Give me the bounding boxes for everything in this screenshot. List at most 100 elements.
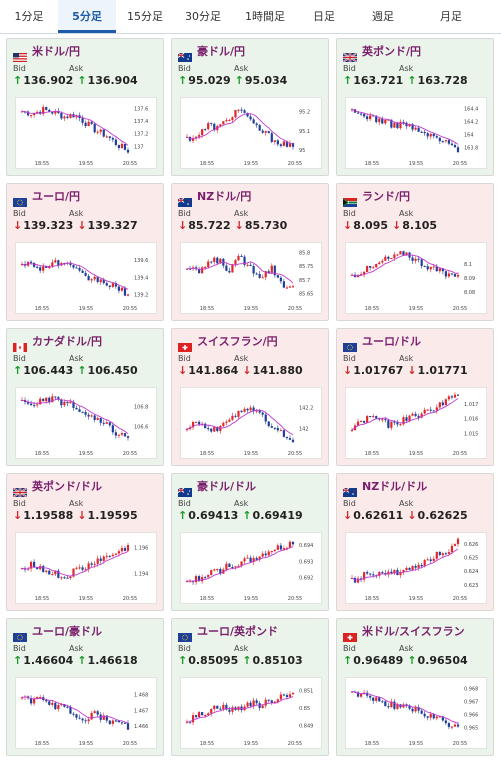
tab-4[interactable]: 1時間足 xyxy=(245,10,285,23)
candle-body xyxy=(93,276,96,280)
candle-body xyxy=(204,715,207,717)
candle-body xyxy=(396,422,399,425)
candle-body xyxy=(243,558,246,562)
candle-body xyxy=(270,700,273,703)
arrow-down-icon: ↓ xyxy=(13,509,23,522)
rate-card[interactable]: 米ドル/円 Bid Ask ↑ 136.902 ↑ 136.904 137.6 137.4 137… xyxy=(6,38,164,176)
mini-chart[interactable]: 137.6 137.4 137.2 137 18:55 19:55 20:55 xyxy=(15,97,157,169)
candle-body xyxy=(219,708,222,710)
mini-chart[interactable]: 164.4 164.2 164 163.8 18:55 19:55 20:55 xyxy=(345,97,487,169)
candle-body xyxy=(36,266,39,268)
arrow-down-icon: ↓ xyxy=(178,364,188,377)
mini-chart[interactable]: 139.6 139.4 139.2 18:55 19:55 20:55 xyxy=(15,242,157,314)
mini-chart[interactable]: 0.968 0.967 0.966 0.965 18:55 19:55 20:55 xyxy=(345,677,487,749)
candle-body xyxy=(372,416,375,418)
x-tick-label: 20:55 xyxy=(288,306,302,312)
tab-6[interactable]: 週足 xyxy=(372,10,394,23)
candle-body xyxy=(60,113,63,119)
rate-card[interactable]: ランド/円 Bid Ask ↓ 8.095 ↓ 8.105 8.1 8.09 8.08 18:55 1… xyxy=(336,183,494,321)
mini-chart[interactable]: 8.1 8.09 8.08 18:55 19:55 20:55 xyxy=(345,242,487,314)
mini-chart[interactable]: 95.2 95.1 95 18:55 19:55 20:55 xyxy=(180,97,322,169)
arrow-up-icon: ↑ xyxy=(77,654,87,667)
mini-chart[interactable]: 1.017 1.016 1.015 18:55 19:55 20:55 xyxy=(345,387,487,459)
pair-name[interactable]: ユーロ/ドル xyxy=(362,335,422,348)
pair-name[interactable]: NZドル/ドル xyxy=(362,480,428,493)
ask-value: 139.327 xyxy=(87,219,138,232)
arrow-up-icon: ↑ xyxy=(343,654,353,667)
mini-chart[interactable]: 1.468 1.467 1.466 18:55 19:55 20:55 xyxy=(15,677,157,749)
candle-body xyxy=(90,563,93,565)
ask-value: 0.96504 xyxy=(417,654,468,667)
tab-3[interactable]: 30分足 xyxy=(185,10,221,23)
tab-5[interactable]: 日足 xyxy=(313,10,335,23)
pair-name[interactable]: カナダドル/円 xyxy=(32,335,103,348)
pair-name[interactable]: ユーロ/豪ドル xyxy=(32,625,103,638)
tab-1[interactable]: 5分足 xyxy=(58,0,116,33)
rate-card[interactable]: NZドル/円 Bid Ask ↓ 85.722 ↓ 85.730 85.8 85.75 85.7 8… xyxy=(171,183,329,321)
pair-name[interactable]: 米ドル/円 xyxy=(32,45,81,58)
candle-body xyxy=(279,430,282,432)
candle-body xyxy=(444,140,447,142)
arrow-up-icon: ↑ xyxy=(407,74,417,87)
candle-body xyxy=(246,408,249,411)
tab-2[interactable]: 15分足 xyxy=(127,10,163,23)
candle-body xyxy=(243,256,246,265)
pair-name[interactable]: ユーロ/円 xyxy=(32,190,81,203)
price-labels: Bid Ask xyxy=(178,499,322,508)
pair-name[interactable]: NZドル/円 xyxy=(197,190,252,203)
candle-body xyxy=(93,711,96,714)
pair-name[interactable]: 豪ドル/円 xyxy=(197,45,246,58)
candle-body xyxy=(29,115,33,117)
rate-card[interactable]: 米ドル/スイスフラン Bid Ask ↑ 0.96489 ↑ 0.96504 0.968 0.9… xyxy=(336,618,494,756)
candle-body xyxy=(45,700,48,702)
mini-chart[interactable]: 142.2 142 18:55 19:55 20:55 xyxy=(180,387,322,459)
mini-chart[interactable]: 1.196 1.194 18:55 19:55 20:55 xyxy=(15,532,157,604)
ask-value: 8.105 xyxy=(402,219,438,232)
candlestick-chart: 164.4 164.2 164 163.8 18:55 19:55 20:55 xyxy=(350,107,478,167)
rate-card[interactable]: 豪ドル/ドル Bid Ask ↑ 0.69413 ↑ 0.69419 0.694 0.693 0.… xyxy=(171,473,329,611)
rate-card[interactable]: 豪ドル/円 Bid Ask ↑ 95.029 ↑ 95.034 95.2 95.1 95 18:55… xyxy=(171,38,329,176)
candle-body xyxy=(426,266,429,270)
pair-name[interactable]: ランド/円 xyxy=(362,190,411,203)
pair-name[interactable]: 英ポンド/ドル xyxy=(32,480,103,493)
tab-0[interactable]: 1分足 xyxy=(14,10,44,23)
rate-card[interactable]: 英ポンド/ドル Bid Ask ↓ 1.19588 ↓ 1.19595 1.196 1.194 1… xyxy=(6,473,164,611)
mini-chart[interactable]: 106.8 106.6 18:55 19:55 20:55 xyxy=(15,387,157,459)
rate-card[interactable]: ユーロ/ドル Bid Ask ↓ 1.01767 ↓ 1.01771 1.017 1.016 1.… xyxy=(336,328,494,466)
candle-body xyxy=(405,567,408,571)
pair-name[interactable]: 米ドル/スイスフラン xyxy=(362,625,465,638)
mini-chart[interactable]: 85.8 85.75 85.7 85.65 18:55 19:55 20:55 xyxy=(180,242,322,314)
pair-name[interactable]: ユーロ/英ポンド xyxy=(197,625,279,638)
timeframe-tabs: 1分足 5分足 15分足 30分足 1時間足 日足 週足 月足 xyxy=(0,0,501,34)
tab-7[interactable]: 月足 xyxy=(440,10,462,23)
candle-body xyxy=(114,139,117,145)
price-row: ↓ 139.323 ↓ 139.327 xyxy=(13,219,157,232)
x-tick-label: 18:55 xyxy=(200,451,214,457)
mini-chart[interactable]: 0.626 0.625 0.624 0.623 18:55 19:55 20:55 xyxy=(345,532,487,604)
ask-value: 1.46618 xyxy=(87,654,138,667)
mini-chart[interactable]: 0.851 0.85 0.849 18:55 19:55 20:55 xyxy=(180,677,322,749)
pair-name[interactable]: 豪ドル/ドル xyxy=(197,480,257,493)
candle-body xyxy=(75,567,78,569)
candle-body xyxy=(423,409,426,414)
rate-card[interactable]: 英ポンド/円 Bid Ask ↑ 163.721 ↑ 163.728 164.4 164.2 16… xyxy=(336,38,494,176)
price-labels: Bid Ask xyxy=(178,644,322,653)
ask-label: Ask xyxy=(399,644,414,653)
candle-body xyxy=(240,109,243,111)
mini-chart[interactable]: 0.694 0.693 0.692 18:55 19:55 20:55 xyxy=(180,532,322,604)
candle-body xyxy=(414,413,417,416)
rate-card[interactable]: ユーロ/円 Bid Ask ↓ 139.323 ↓ 139.327 139.6 139.4 139… xyxy=(6,183,164,321)
rate-card[interactable]: ユーロ/英ポンド Bid Ask ↑ 0.85095 ↑ 0.85103 0.851 0.85 0… xyxy=(171,618,329,756)
pair-name[interactable]: スイスフラン/円 xyxy=(197,335,278,348)
x-tick-label: 19:55 xyxy=(409,741,423,747)
x-tick-label: 19:55 xyxy=(244,161,258,167)
candle-body xyxy=(63,116,66,119)
candle-body xyxy=(191,715,195,723)
rate-card[interactable]: カナダドル/円 Bid Ask ↑ 106.443 ↑ 106.450 106.8 106.6 1… xyxy=(6,328,164,466)
rate-card[interactable]: ユーロ/豪ドル Bid Ask ↑ 1.46604 ↑ 1.46618 1.468 1.467 1… xyxy=(6,618,164,756)
rate-card[interactable]: NZドル/ドル Bid Ask ↓ 0.62611 ↓ 0.62625 0.626 0.625 0… xyxy=(336,473,494,611)
pair-name[interactable]: 英ポンド/円 xyxy=(362,45,422,58)
rate-card[interactable]: スイスフラン/円 Bid Ask ↓ 141.864 ↓ 141.880 142.2 142 18… xyxy=(171,328,329,466)
moving-average-line xyxy=(21,398,129,434)
y-tick-label: 164 xyxy=(464,133,474,139)
